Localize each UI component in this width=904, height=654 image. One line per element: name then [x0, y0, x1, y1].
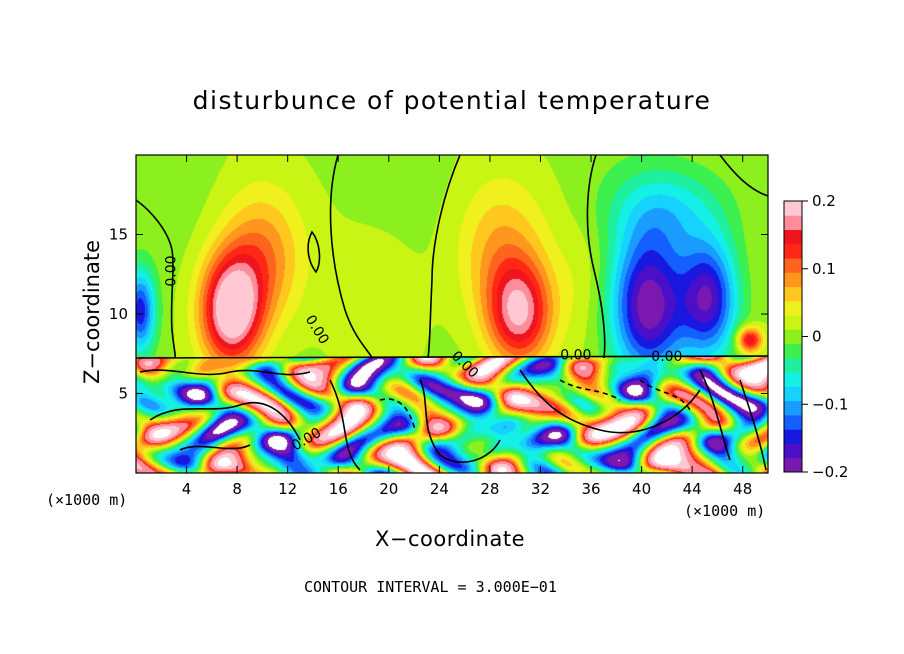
- colorbar-cell: [784, 429, 802, 444]
- colorbar-cell: [784, 357, 802, 373]
- contour-interval-note: CONTOUR INTERVAL = 3.000E−01: [304, 578, 557, 596]
- colorbar-cell: [784, 229, 802, 245]
- colorbar-tick-label: −0.2: [812, 463, 848, 481]
- x-tick-label: 4: [182, 480, 192, 498]
- colorbar-tick-label: 0: [812, 328, 822, 346]
- colorbar-cells: [784, 201, 802, 473]
- contour-line-lower: [139, 369, 311, 376]
- x-unit-label-right: (×1000 m): [684, 502, 766, 520]
- colorbar-cell: [784, 272, 802, 288]
- x-unit-label-left: (×1000 m): [46, 491, 128, 509]
- contour-line-zero: [136, 199, 177, 359]
- colorbar-cell: [784, 201, 802, 216]
- contour-label: 0.00: [163, 255, 179, 286]
- x-tick-label: 8: [232, 480, 242, 498]
- x-tick-label: 44: [683, 480, 702, 498]
- y-tick-label: 5: [118, 385, 128, 403]
- x-tick-label: 40: [632, 480, 651, 498]
- contour-line-lower: [519, 369, 701, 434]
- y-axis: 5 10 15: [109, 226, 768, 403]
- heatmap-field: [136, 155, 768, 473]
- x-tick-label: 16: [329, 480, 348, 498]
- y-axis-label: Z−coordinate: [80, 240, 104, 384]
- colorbar-cell: [784, 457, 802, 473]
- colorbar-cell: [784, 300, 802, 316]
- contour-line-zero: [586, 155, 606, 359]
- colorbar-tick-label: 0.2: [812, 192, 836, 210]
- y-tick-label: 15: [109, 226, 128, 244]
- contour-line-zero: [307, 230, 321, 274]
- x-tick-label: 12: [278, 480, 297, 498]
- contour-label: 0.00: [651, 349, 682, 365]
- colorbar-cell: [784, 343, 802, 359]
- colorbar-cell: [784, 243, 802, 259]
- x-tick-label: 36: [581, 480, 600, 498]
- contour-line-zero: [427, 155, 461, 359]
- colorbar-cell: [784, 386, 802, 402]
- colorbar-cell: [784, 258, 802, 273]
- colorbar-cell: [784, 215, 802, 231]
- contour-line-zero: [136, 355, 768, 359]
- colorbar-cell: [784, 400, 802, 416]
- y-tick-label: 10: [109, 305, 128, 323]
- colorbar: 0.2 0.1 0 −0.1 −0.2: [783, 192, 848, 481]
- colorbar-cell: [784, 286, 802, 302]
- colorbar-cell: [784, 329, 802, 345]
- contour-line-lower: [379, 398, 416, 431]
- contour-line-lower: [329, 379, 361, 471]
- colorbar-cell: [784, 414, 802, 430]
- contour-line-lower: [559, 379, 621, 401]
- contour-line-lower: [179, 444, 251, 451]
- x-tick-label: 48: [733, 480, 752, 498]
- x-axis: 4 8 12 16 20 24 28 32 36 40 44 48: [182, 155, 752, 498]
- contour-line-zero: [329, 155, 373, 359]
- contour-line-lower: [699, 369, 731, 461]
- colorbar-cell: [784, 443, 802, 459]
- contour-line-lower: [419, 379, 501, 464]
- x-tick-label: 24: [430, 480, 449, 498]
- x-tick-label: 32: [531, 480, 550, 498]
- chart-title: disturbunce of potential temperature: [192, 86, 712, 115]
- contour-line-zero: [719, 155, 768, 197]
- colorbar-cell: [784, 315, 802, 330]
- contour-lines: [136, 155, 768, 471]
- x-axis-label: X−coordinate: [375, 527, 525, 551]
- colorbar-tick-label: −0.1: [812, 395, 848, 413]
- x-tick-label: 20: [379, 480, 398, 498]
- colorbar-tick-label: 0.1: [812, 260, 836, 278]
- colorbar-cell: [784, 372, 802, 387]
- x-tick-label: 28: [480, 480, 499, 498]
- contour-label: 0.00: [560, 347, 591, 363]
- contour-line-lower: [739, 379, 767, 471]
- plot-area: 0.000.000.00 0.00 0.000.00: [135, 154, 769, 474]
- contour-line-lower: [149, 402, 301, 441]
- colorbar-ticks: 0.2 0.1 0 −0.1 −0.2: [802, 192, 848, 481]
